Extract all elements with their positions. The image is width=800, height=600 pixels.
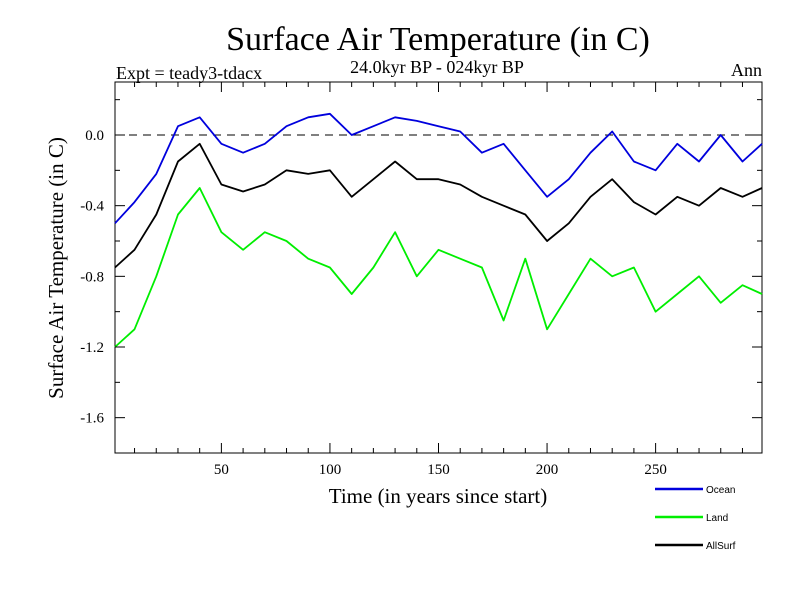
y-tick-label: -1.2: [80, 340, 104, 356]
experiment-label: Expt = teady3-tdacx: [116, 63, 262, 83]
legend: Ocean Land AllSurf: [655, 485, 736, 552]
x-tick-label: 200: [536, 462, 559, 478]
x-tick-label: 250: [644, 462, 667, 478]
season-label: Ann: [731, 60, 762, 80]
legend-label-ocean: Ocean: [706, 485, 735, 496]
y-axis: 0.0 -0.4 -0.8 -1.2 -1.6: [80, 99, 762, 454]
x-axis-label: Time (in years since start): [329, 484, 548, 508]
y-tick-label: -1.6: [80, 411, 104, 427]
x-tick-label: 50: [214, 462, 229, 478]
series-group: [114, 112, 763, 348]
series-line-land: [114, 187, 763, 348]
x-tick-label: 150: [427, 462, 450, 478]
plot-frame: [114, 81, 763, 454]
x-axis: 50 100 150 200 250: [134, 82, 743, 478]
legend-label-allsurf: AllSurf: [706, 541, 736, 552]
y-axis-label: Surface Air Temperature (in C): [44, 137, 68, 399]
legend-label-land: Land: [706, 513, 728, 524]
chart-title: Surface Air Temperature (in C): [226, 21, 650, 58]
y-tick-label: -0.8: [80, 269, 104, 285]
x-tick-label: 100: [319, 462, 342, 478]
y-tick-label: 0.0: [85, 128, 104, 144]
y-tick-label: -0.4: [80, 199, 104, 215]
chart-subtitle: 24.0kyr BP - 024kyr BP: [350, 57, 524, 77]
series-line-ocean: [114, 112, 763, 224]
series-line-allsurf: [114, 142, 763, 269]
